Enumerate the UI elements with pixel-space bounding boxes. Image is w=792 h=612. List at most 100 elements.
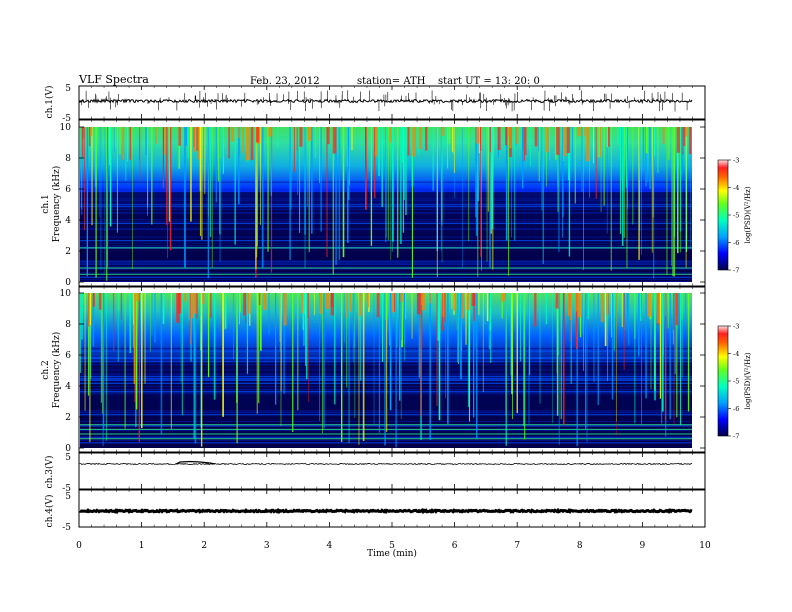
- spectrogram-hotspot: [88, 293, 90, 327]
- x-tick-label: 2: [201, 541, 207, 551]
- spectrogram-hotspot: [524, 127, 527, 156]
- colorbar-tick-label: -5: [733, 378, 739, 386]
- colorbar-tick-label: -4: [733, 350, 739, 358]
- spectrogram-hotspot: [178, 127, 181, 146]
- spectrogram-hotspot: [691, 127, 692, 156]
- spectrogram-hotspot: [421, 293, 425, 311]
- colorbar-tick-label: -6: [733, 405, 739, 413]
- x-tick-label: 8: [577, 541, 583, 551]
- spectrogram-hotspot: [326, 127, 330, 145]
- spectrogram-hotspot: [563, 127, 567, 157]
- spectrogram-hotspot: [202, 293, 205, 304]
- spectrogram-hotspot: [190, 293, 194, 319]
- spectrogram-hotspot: [177, 293, 182, 314]
- ch3-waveform-panel: 5 -5 ch.3(V): [44, 452, 706, 494]
- spectrogram-hotspot: [607, 127, 610, 147]
- spectrogram-hotspot: [461, 293, 465, 319]
- colorbar-tick-label: -7: [733, 433, 739, 441]
- y-tick-label: 8: [65, 320, 71, 330]
- ch2-spec-ylabel-channel: ch.2: [41, 360, 51, 379]
- spectrogram-hotspot: [577, 127, 581, 137]
- spectrogram-hotspot: [389, 127, 392, 143]
- spectrogram-hotspot: [376, 293, 379, 318]
- date-label: Feb. 23, 2012: [250, 76, 320, 87]
- spectrogram-hotspot: [664, 293, 666, 316]
- ch4-waveform-line: [78, 507, 693, 515]
- spectrogram-hotspot: [366, 293, 368, 303]
- ch2-spectrogram-yticks: 0 2 4 6 8 10: [60, 289, 705, 454]
- spectrogram-hotspot: [330, 293, 335, 316]
- spectrogram-hotspot: [534, 293, 537, 327]
- spectrogram-hotspot: [367, 293, 369, 308]
- chart-title: VLF Spectra: [79, 73, 149, 86]
- ch3-waveform-frame: [78, 452, 706, 490]
- x-tick-label: 3: [264, 541, 270, 551]
- spectrogram-hotspot: [675, 293, 679, 326]
- spectrogram-hotspot: [453, 293, 457, 311]
- ch2-colorbar-label: log(PSD)(V²/Hz): [744, 352, 752, 409]
- ch2-colorbar: -3 -4 -5 -6 -7 log(PSD)(V²/Hz): [717, 323, 752, 441]
- spectrogram-hotspot: [247, 293, 251, 314]
- spectrogram-hotspot: [196, 127, 199, 151]
- spectrogram-hotspot: [246, 127, 251, 161]
- station-label: station= ATH: [357, 76, 426, 87]
- spectrogram-hotspot: [92, 293, 95, 307]
- spectrogram-hotspot: [575, 293, 578, 312]
- ch4-wave-ylabel: ch.4(V): [44, 495, 55, 528]
- spectrogram-hotspot: [90, 127, 93, 136]
- spectrogram-hotspot: [120, 293, 122, 320]
- spectrogram-hotspot: [238, 127, 240, 139]
- spectrogram-hotspot: [258, 293, 261, 306]
- spectrogram-hotspot: [82, 127, 84, 139]
- spectrogram-hotspot: [129, 127, 132, 160]
- spectrogram-hotspot: [346, 293, 348, 318]
- spectrogram-hotspot: [416, 293, 421, 315]
- spectrogram-hotspot: [473, 293, 475, 321]
- spectrogram-hotspot: [569, 293, 572, 321]
- x-tick-label: 1: [139, 541, 145, 551]
- colorbar-tick-label: -4: [733, 184, 739, 192]
- spectrogram-hotspot: [489, 127, 491, 153]
- spectrogram-hotspot: [476, 127, 480, 144]
- spectrogram-hotspot: [523, 127, 526, 161]
- spectrogram-hotspot: [505, 127, 508, 146]
- spectrogram-hotspot: [88, 127, 91, 147]
- ch1-spec-ylabel-channel: ch.1: [41, 194, 51, 213]
- x-tick-label: 6: [452, 541, 458, 551]
- colorbar-tick-label: -6: [733, 239, 739, 247]
- ch1-waveform-line: [79, 98, 693, 104]
- ch1-waveform-panel: 5 -5 ch.1(V): [44, 84, 706, 124]
- spectrogram-hotspot: [471, 293, 476, 306]
- ch1-spectrogram-features: [80, 127, 692, 282]
- spectrogram-hotspot: [497, 127, 501, 151]
- ch2-spectrogram-panel: 0 2 4 6 8 10 ch.2 Frequency (kHz): [41, 286, 706, 454]
- ch4-wave-ytick-bottom: -5: [62, 523, 71, 533]
- y-tick-label: 10: [60, 289, 72, 299]
- ch1-wave-ytick-top: 5: [65, 84, 71, 94]
- ch1-wave-ylabel: ch.1(V): [44, 86, 55, 119]
- ch4-wave-ytick-top: 5: [65, 492, 71, 502]
- y-tick-label: 6: [65, 185, 71, 195]
- colorbar-tick-label: -3: [733, 157, 739, 165]
- spectrogram-hotspot: [391, 293, 395, 313]
- spectrogram-hotspot: [586, 127, 590, 161]
- spectrogram-hotspot: [349, 293, 352, 312]
- spectrogram-hotspot: [210, 293, 212, 318]
- ch1-spectrogram-yticks: 0 2 4 6 8 10: [60, 123, 705, 288]
- spectrogram-hotspot: [155, 127, 157, 144]
- spectrogram-hotspot: [584, 127, 586, 137]
- spectrogram-hotspot: [444, 293, 446, 323]
- y-tick-label: 0: [65, 444, 71, 454]
- spectrogram-hotspot: [332, 127, 337, 154]
- spectrogram-hotspot: [250, 127, 254, 160]
- spectrogram-hotspot: [685, 127, 688, 137]
- spectrogram-hotspot: [196, 293, 198, 319]
- spectrogram-hotspot: [98, 293, 102, 310]
- spectrogram-hotspot: [442, 127, 445, 136]
- spectrogram-hotspot: [683, 127, 686, 147]
- spectrogram-hotspot: [500, 293, 505, 302]
- ch1-colorbar: -3 -4 -5 -6 -7 log(PSD)(V²/Hz): [717, 157, 752, 275]
- spectrogram-hotspot: [358, 293, 363, 316]
- ch1-wave-ytick-bottom: -5: [62, 114, 71, 124]
